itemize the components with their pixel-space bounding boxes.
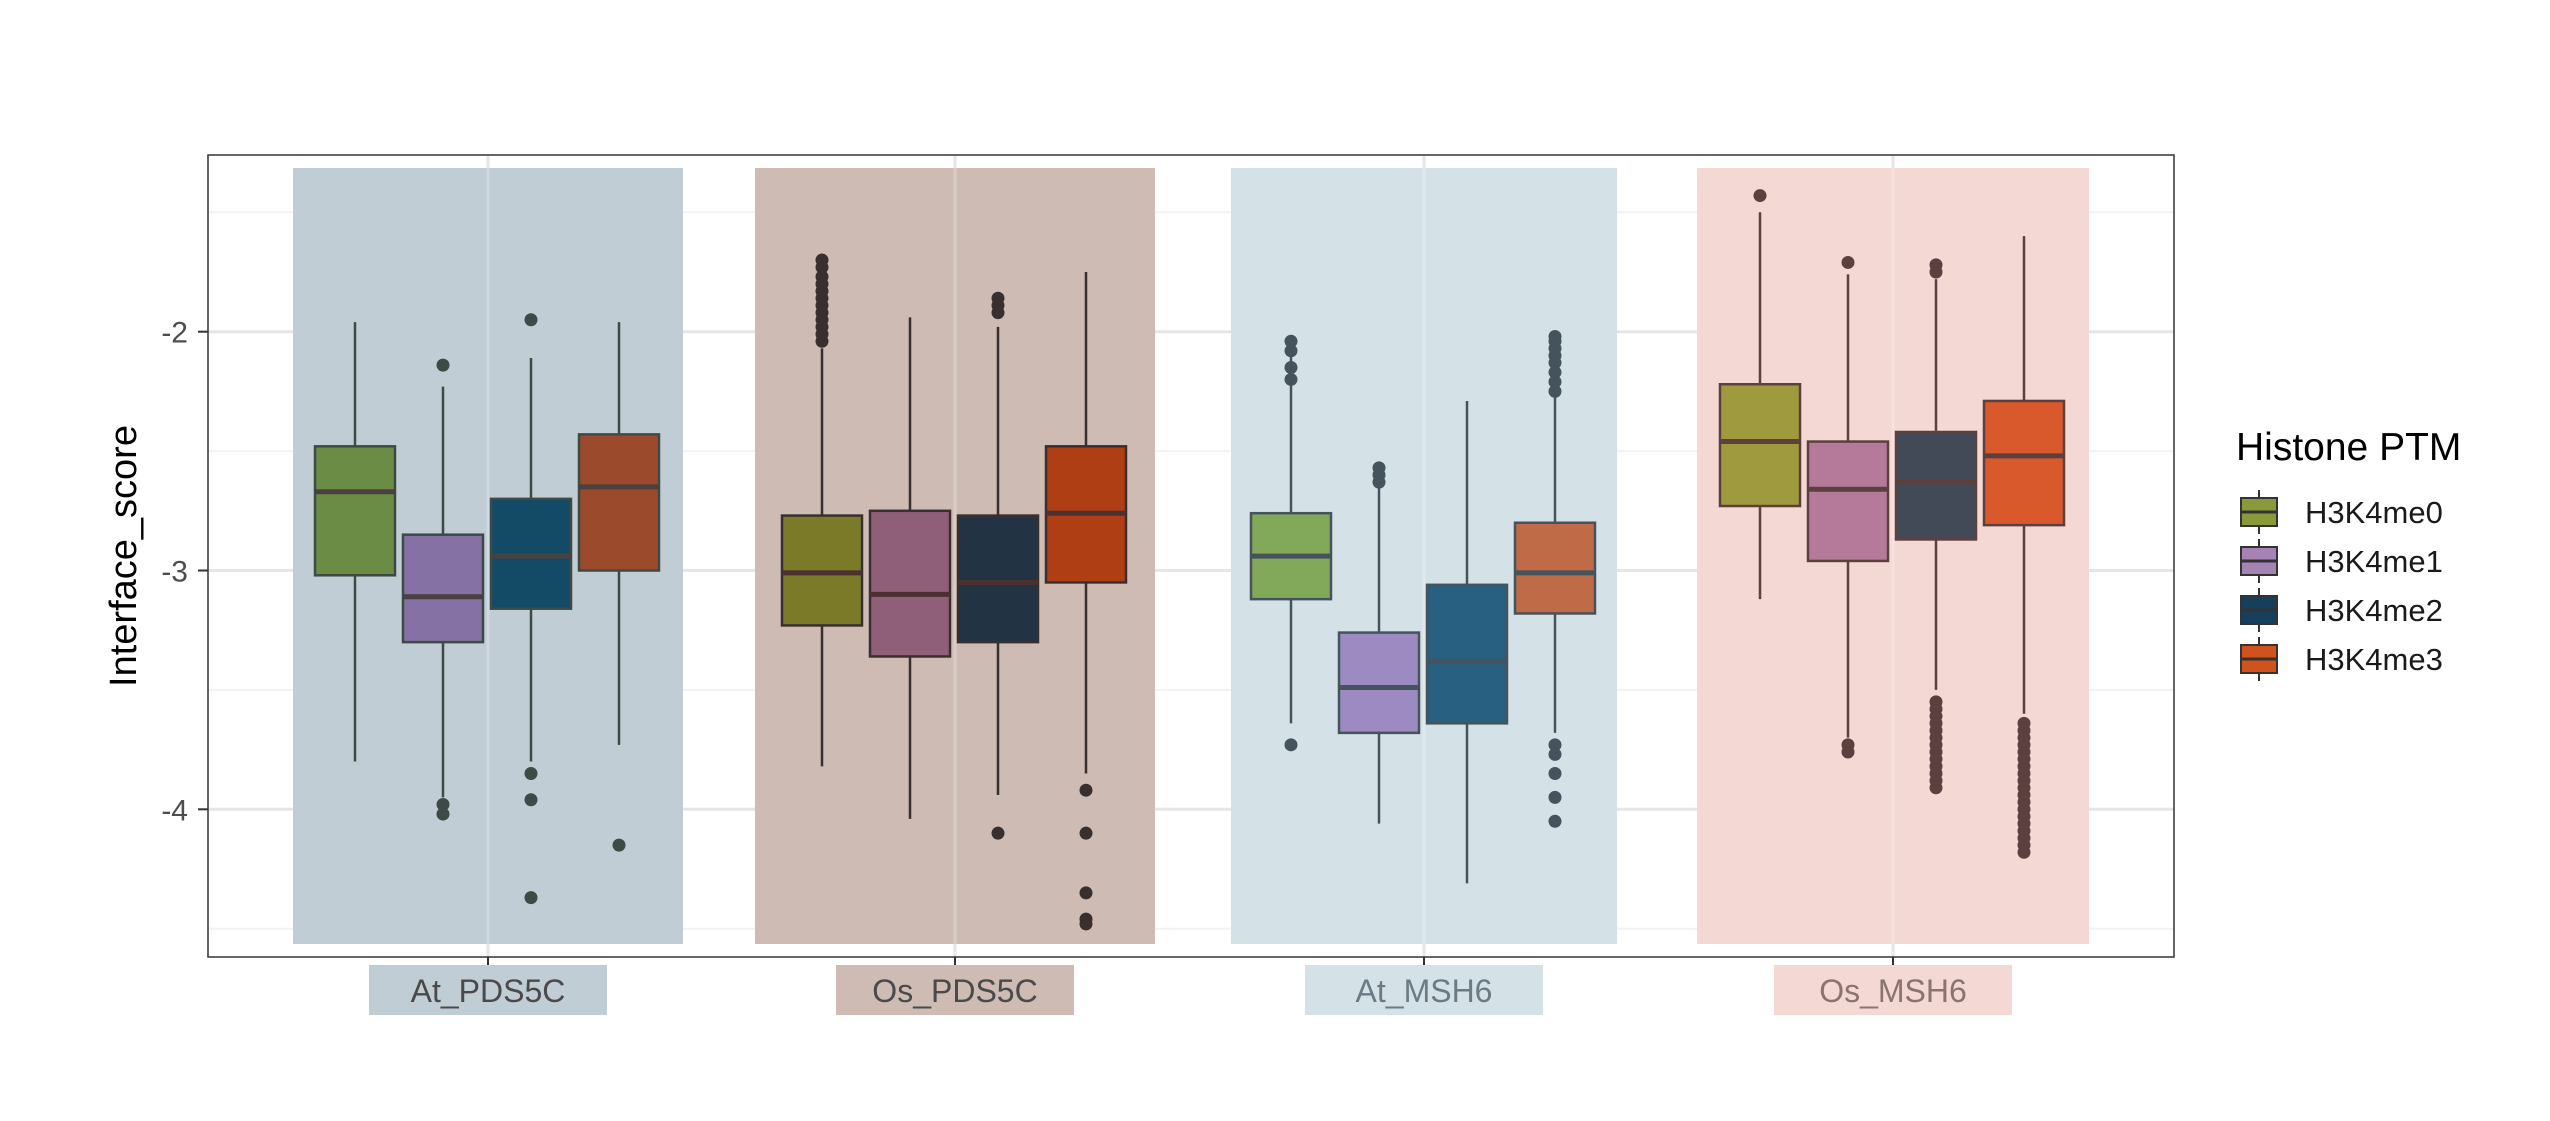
y-axis-label: Interface_score (103, 425, 145, 687)
outlier-point (612, 838, 626, 852)
box-os-msh6-h3k4me1 (1806, 255, 1890, 759)
x-tick-label: At_MSH6 (1356, 973, 1493, 1009)
legend-item-h3k4me2: H3K4me2 (2240, 588, 2443, 632)
outlier-point (1548, 365, 1562, 379)
box-body (313, 445, 397, 577)
legend-item-label: H3K4me0 (2305, 495, 2443, 530)
outlier-point (1079, 826, 1093, 840)
outlier-point (1841, 745, 1855, 759)
outlier-point (436, 798, 450, 812)
y-tick-label: -2 (161, 317, 188, 350)
legend-item-label: H3K4me1 (2305, 544, 2443, 579)
box-at-msh6-h3k4me1 (1337, 461, 1421, 824)
outlier-point (1929, 265, 1943, 279)
box-at-msh6-h3k4me3 (1513, 329, 1597, 828)
legend-title: Histone PTM (2236, 426, 2461, 469)
outlier-point (1548, 766, 1562, 780)
legend-item-h3k4me0: H3K4me0 (2240, 490, 2443, 534)
outlier-point (1372, 475, 1386, 489)
legend-item-label: H3K4me3 (2305, 642, 2443, 677)
panel-border (207, 154, 2175, 958)
box-body (868, 509, 952, 658)
outlier-point (1284, 361, 1298, 375)
legend: Histone PTM H3K4me0 H3K4me1 H3K4me2 H3K4me3 (2236, 426, 2461, 681)
y-axis: -2 -3 -4 (161, 317, 208, 827)
box-os-pds5c-h3k4me0 (780, 253, 864, 767)
outlier-point (1548, 356, 1562, 370)
outlier-point (991, 826, 1005, 840)
outlier-point (1929, 781, 1943, 795)
x-tick-label-background (1305, 965, 1543, 1015)
box-body (956, 514, 1040, 644)
box-os-msh6-h3k4me3 (1982, 236, 2066, 859)
outlier-point (1548, 738, 1562, 752)
legend-item-h3k4me3: H3K4me3 (2240, 637, 2443, 681)
box-at-msh6-h3k4me2 (1425, 400, 1509, 884)
box-body (577, 433, 661, 572)
box-at-msh6-h3k4me0 (1249, 334, 1333, 752)
box-os-pds5c-h3k4me2 (956, 291, 1040, 840)
box-at-pds5c-h3k4me0 (313, 322, 397, 762)
box-body (1337, 631, 1421, 735)
outlier-point (1548, 384, 1562, 398)
box-body (401, 533, 485, 644)
outlier-point (1079, 783, 1093, 797)
x-tick-label: At_PDS5C (411, 973, 566, 1009)
x-tick-label-background (1774, 965, 2012, 1015)
outlier-point (436, 358, 450, 372)
outlier-point (815, 260, 829, 274)
outlier-point (524, 891, 538, 905)
box-body (1718, 382, 1802, 508)
box-os-msh6-h3k4me0 (1718, 189, 1802, 600)
box-body (1982, 399, 2066, 527)
outlier-point (1753, 189, 1767, 203)
outlier-point (524, 766, 538, 780)
box-at-pds5c-h3k4me2 (489, 313, 573, 905)
outlier-point (524, 793, 538, 807)
outlier-point (1284, 344, 1298, 358)
outlier-point (1548, 790, 1562, 804)
outlier-point (1284, 372, 1298, 386)
outlier-point (1548, 747, 1562, 761)
outlier-point (2017, 845, 2031, 859)
box-layer (313, 189, 2066, 931)
legend-item-h3k4me1: H3K4me1 (2240, 539, 2443, 583)
outlier-point (1079, 917, 1093, 931)
y-tick-label: -4 (161, 794, 188, 827)
outlier-point (1548, 375, 1562, 389)
box-at-pds5c-h3k4me1 (401, 358, 485, 821)
outlier-point (1284, 738, 1298, 752)
box-body (1513, 521, 1597, 615)
outlier-point (991, 306, 1005, 320)
legend-item-label: H3K4me2 (2305, 593, 2443, 628)
box-body (1894, 430, 1978, 541)
outlier-point (1284, 334, 1298, 348)
outlier-point (1079, 886, 1093, 900)
box-body (1425, 583, 1509, 725)
outlier-point (524, 313, 538, 327)
x-tick-label: Os_PDS5C (872, 973, 1037, 1009)
box-os-pds5c-h3k4me3 (1044, 272, 1128, 931)
outlier-point (815, 334, 829, 348)
box-at-pds5c-h3k4me3 (577, 322, 661, 852)
outlier-point (1841, 255, 1855, 269)
y-tick-label: -3 (161, 556, 188, 589)
outlier-point (436, 807, 450, 821)
box-body (1806, 440, 1890, 563)
outlier-point (1548, 814, 1562, 828)
box-os-pds5c-h3k4me1 (868, 317, 952, 819)
legend-items: H3K4me0 H3K4me1 H3K4me2 H3K4me3 (2240, 490, 2443, 681)
box-os-msh6-h3k4me2 (1894, 258, 1978, 795)
x-tick-label: Os_MSH6 (1819, 973, 1967, 1009)
x-axis: At_PDS5C Os_PDS5C At_MSH6 Os_MSH6 (369, 957, 2012, 1015)
x-tick-label-background (369, 965, 607, 1015)
x-tick-label-background (836, 965, 1074, 1015)
